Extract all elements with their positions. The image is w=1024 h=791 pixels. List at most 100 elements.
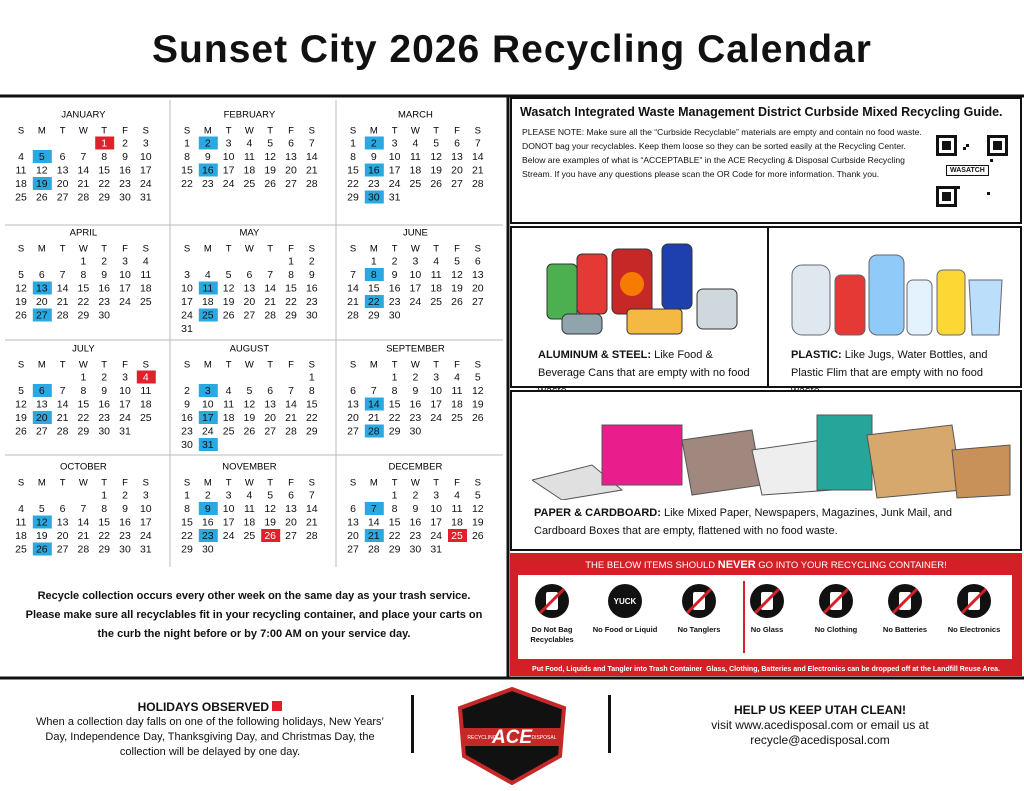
qr-cell — [966, 144, 969, 147]
day-number: 6 — [288, 489, 294, 501]
month-name: DECEMBER — [388, 462, 442, 473]
day-number: 15 — [78, 398, 90, 410]
day-number: 3 — [122, 255, 128, 267]
cans-illustration — [546, 243, 738, 335]
material-box: ALUMINUM & STEEL: Like Food & Beverage C… — [510, 226, 769, 397]
day-number: 20 — [264, 412, 276, 424]
icon-circle — [608, 584, 642, 618]
day-number: 22 — [98, 178, 110, 190]
day-number: 23 — [119, 178, 131, 190]
weekday-label: F — [288, 244, 294, 255]
day-number: 19 — [36, 178, 48, 190]
day-number: 15 — [78, 282, 90, 294]
day-number: 24 — [140, 178, 152, 190]
paper-illustration — [532, 414, 1011, 500]
day-highlight — [364, 397, 384, 411]
day-number: 26 — [36, 543, 48, 555]
day-number: 27 — [472, 296, 484, 308]
day-number: 18 — [15, 178, 27, 190]
day-number: 13 — [285, 503, 297, 515]
day-number: 13 — [347, 398, 359, 410]
day-number: 29 — [306, 425, 318, 437]
weekday-label: S — [18, 126, 24, 137]
day-number: 7 — [80, 151, 86, 163]
day-number: 3 — [226, 489, 232, 501]
day-number: 1 — [350, 137, 356, 149]
title-part: THE BELOW ITEMS SHOULD — [585, 560, 718, 571]
day-number: 21 — [264, 296, 276, 308]
weekday-label: M — [204, 244, 212, 255]
day-highlight — [261, 529, 281, 542]
footer-left: Put Food, Liquids and Tangler into Trash… — [532, 666, 703, 673]
day-number: 9 — [412, 385, 418, 397]
day-number: 10 — [140, 151, 152, 163]
footer-right: Glass, Clothing, Batteries and Electroni… — [706, 666, 1000, 673]
day-highlight — [198, 308, 218, 322]
day-number: 17 — [410, 282, 422, 294]
day-highlight — [198, 281, 218, 295]
day-highlight — [364, 163, 384, 177]
day-number: 11 — [140, 269, 151, 281]
day-number: 11 — [16, 164, 27, 176]
icon-slash — [685, 587, 713, 615]
day-number: 6 — [350, 385, 356, 397]
note-line: the curb the night before or by 7:00 AM … — [97, 628, 411, 640]
month-name: JANUARY — [61, 110, 106, 121]
day-number: 2 — [101, 255, 107, 267]
day-number: 19 — [472, 516, 484, 528]
day-number: 8 — [350, 151, 356, 163]
weekday-label: W — [245, 244, 254, 255]
day-number: 31 — [202, 439, 214, 451]
weekday-label: T — [226, 126, 232, 137]
qr-cell — [957, 186, 960, 189]
day-number: 7 — [371, 385, 377, 397]
weekday-label: F — [288, 478, 294, 489]
day-number: 27 — [244, 309, 256, 321]
day-number: 15 — [181, 516, 193, 528]
day-number: 28 — [264, 309, 276, 321]
day-number: 2 — [184, 385, 190, 397]
day-number: 16 — [410, 516, 422, 528]
day-number: 15 — [98, 164, 110, 176]
month-name: MARCH — [398, 110, 433, 121]
weekday-label: M — [38, 126, 46, 137]
day-number: 21 — [57, 296, 69, 308]
day-number: 30 — [119, 191, 131, 203]
day-number: 14 — [368, 398, 380, 410]
day-number: 9 — [122, 503, 128, 515]
never-label: No Electronics — [947, 625, 1001, 634]
day-number: 3 — [205, 385, 211, 397]
logo-text: ACE — [491, 727, 533, 748]
weekday-label: W — [79, 126, 88, 137]
never-icon — [819, 584, 853, 618]
material-caption: PLASTIC: Like Jugs, Water Bottles, and P… — [791, 346, 1016, 400]
day-number: 7 — [60, 269, 66, 281]
day-number: 19 — [15, 412, 27, 424]
day-number: 11 — [202, 282, 213, 294]
weekday-label: S — [350, 126, 356, 137]
never-title: THE BELOW ITEMS SHOULD NEVER GO INTO YOU… — [510, 559, 1022, 571]
day-number: 5 — [18, 385, 24, 397]
day-number: 23 — [410, 412, 422, 424]
weekday-label: W — [411, 360, 420, 371]
day-number: 13 — [57, 164, 69, 176]
day-number: 3 — [143, 137, 149, 149]
note-line: Recycle collection occurs every other we… — [37, 590, 471, 602]
weekday-label: T — [392, 244, 398, 255]
day-highlight — [198, 411, 218, 424]
day-number: 15 — [347, 164, 359, 176]
weekday-label: T — [226, 360, 232, 371]
day-number: 26 — [264, 530, 276, 542]
weekday-label: F — [288, 126, 294, 137]
day-number: 17 — [430, 398, 442, 410]
material-label: ALUMINUM & STEEL: — [538, 349, 652, 361]
holidays-heading: HOLIDAYS OBSERVED — [30, 700, 390, 715]
day-number: 9 — [101, 269, 107, 281]
day-number: 16 — [389, 282, 401, 294]
month-name: APRIL — [70, 228, 97, 239]
weekday-label: S — [475, 478, 481, 489]
day-number: 22 — [78, 412, 90, 424]
day-number: 21 — [368, 530, 380, 542]
icon-text: YUCK — [614, 597, 637, 606]
